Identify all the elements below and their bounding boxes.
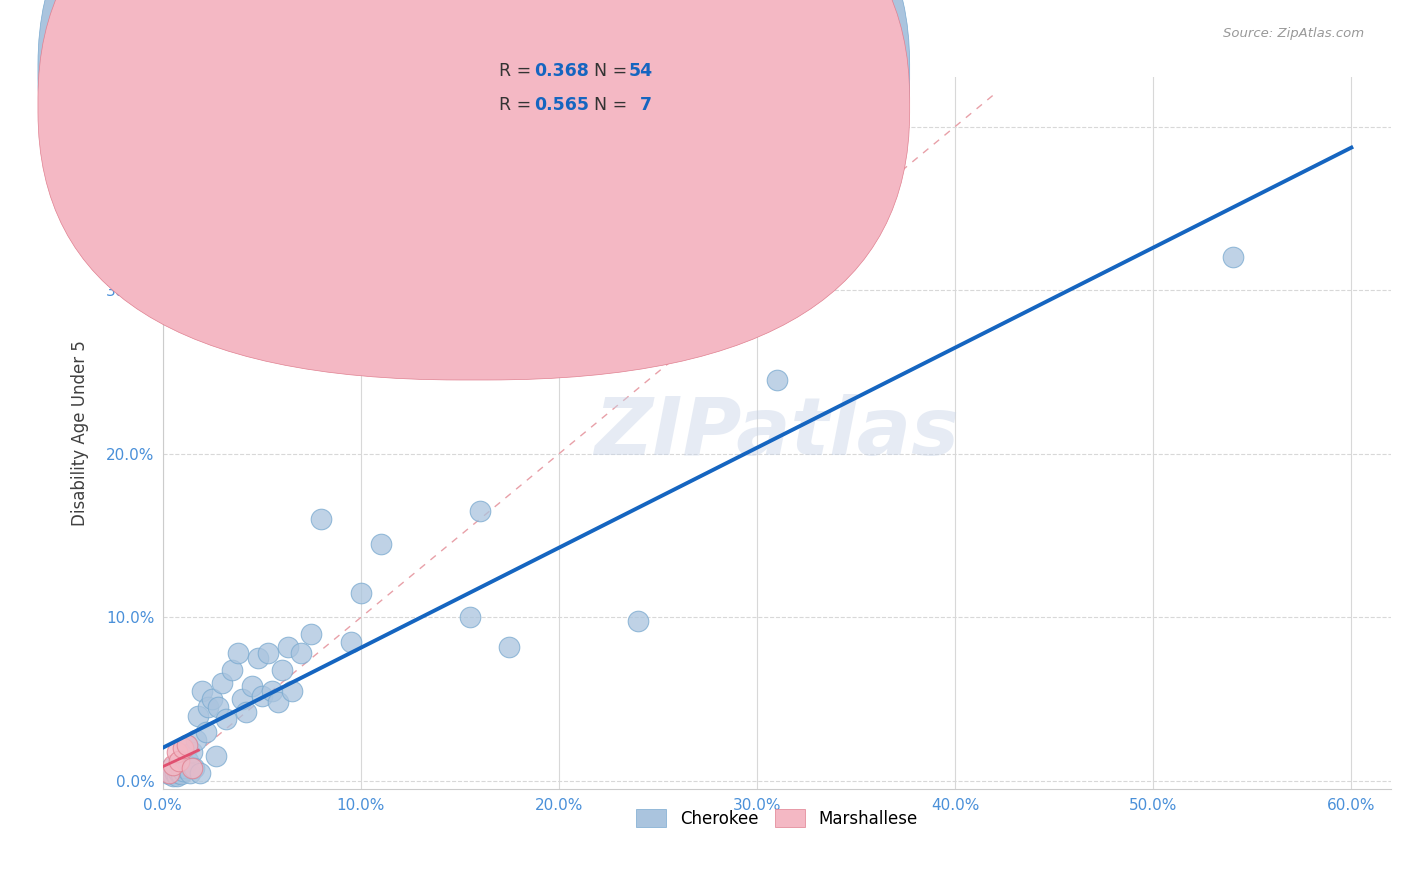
Point xyxy=(266,696,288,710)
Point xyxy=(167,765,190,780)
Point xyxy=(167,755,190,769)
Text: 7: 7 xyxy=(628,96,652,114)
Point xyxy=(498,640,520,654)
Point xyxy=(458,610,481,624)
Point xyxy=(627,614,650,628)
Point xyxy=(166,763,188,777)
Text: N =: N = xyxy=(583,96,633,114)
Point xyxy=(1222,251,1244,265)
Point xyxy=(256,647,278,661)
Point xyxy=(173,761,195,775)
Point xyxy=(172,755,194,769)
Point xyxy=(205,749,228,764)
Text: ZIPatlas: ZIPatlas xyxy=(595,394,959,473)
Point xyxy=(166,745,188,759)
Point xyxy=(260,684,283,698)
Point xyxy=(250,689,273,703)
Point xyxy=(309,512,332,526)
Point xyxy=(215,712,238,726)
Point xyxy=(370,537,392,551)
Point xyxy=(172,741,194,756)
Text: 0.368: 0.368 xyxy=(534,62,589,80)
Point xyxy=(163,765,186,780)
Text: N =: N = xyxy=(583,62,633,80)
Text: Source: ZipAtlas.com: Source: ZipAtlas.com xyxy=(1223,27,1364,40)
Point xyxy=(162,757,184,772)
Point xyxy=(195,725,218,739)
Point xyxy=(201,692,224,706)
Point xyxy=(240,679,263,693)
Point xyxy=(221,663,243,677)
Text: R =: R = xyxy=(499,62,537,80)
Point xyxy=(211,676,233,690)
Point xyxy=(179,765,201,780)
Point xyxy=(290,647,312,661)
Point xyxy=(226,647,249,661)
Point xyxy=(340,635,363,649)
Point xyxy=(169,767,191,781)
Point xyxy=(177,755,200,769)
Text: CHEROKEE VS MARSHALLESE DISABILITY AGE UNDER 5 CORRELATION CHART: CHEROKEE VS MARSHALLESE DISABILITY AGE U… xyxy=(56,27,756,45)
Text: 0.565: 0.565 xyxy=(534,96,589,114)
Point xyxy=(299,627,322,641)
Point xyxy=(159,761,181,775)
Text: 54: 54 xyxy=(628,62,652,80)
Point xyxy=(167,757,190,772)
Point xyxy=(350,586,373,600)
Point xyxy=(176,738,198,752)
Point xyxy=(181,761,204,775)
Point xyxy=(277,640,299,654)
Point xyxy=(162,769,184,783)
Point xyxy=(468,504,491,518)
Point xyxy=(186,733,208,747)
Point xyxy=(190,765,212,780)
Point xyxy=(181,745,204,759)
Text: R =: R = xyxy=(499,96,537,114)
Point xyxy=(172,764,194,779)
Point xyxy=(157,765,180,780)
Point xyxy=(176,738,198,752)
Point xyxy=(183,761,205,775)
Point xyxy=(207,700,229,714)
Point xyxy=(187,708,209,723)
Point xyxy=(280,684,302,698)
Point xyxy=(191,684,214,698)
Y-axis label: Disability Age Under 5: Disability Age Under 5 xyxy=(72,341,89,526)
Point xyxy=(166,769,188,783)
Point xyxy=(231,692,253,706)
Legend: Cherokee, Marshallese: Cherokee, Marshallese xyxy=(630,803,924,834)
Point xyxy=(197,700,219,714)
Point xyxy=(246,651,269,665)
Point xyxy=(235,706,257,720)
Point xyxy=(270,663,292,677)
Point xyxy=(157,767,180,781)
Point xyxy=(766,373,789,387)
Point xyxy=(169,761,191,775)
